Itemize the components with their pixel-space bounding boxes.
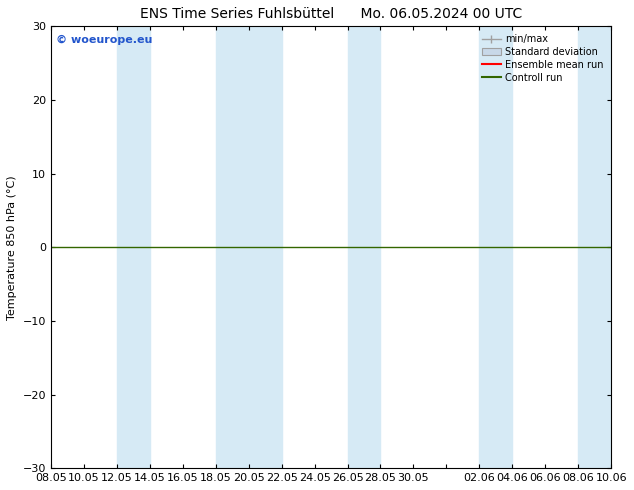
Y-axis label: Temperature 850 hPa (°C): Temperature 850 hPa (°C)	[7, 175, 17, 319]
Bar	[216, 26, 281, 468]
Bar	[117, 26, 150, 468]
Bar	[578, 26, 634, 468]
Title: ENS Time Series Fuhlsbüttel      Mo. 06.05.2024 00 UTC: ENS Time Series Fuhlsbüttel Mo. 06.05.20…	[140, 7, 522, 21]
Legend: min/max, Standard deviation, Ensemble mean run, Controll run: min/max, Standard deviation, Ensemble me…	[479, 31, 606, 86]
Bar	[479, 26, 512, 468]
Bar	[347, 26, 380, 468]
Text: © woeurope.eu: © woeurope.eu	[56, 35, 153, 45]
